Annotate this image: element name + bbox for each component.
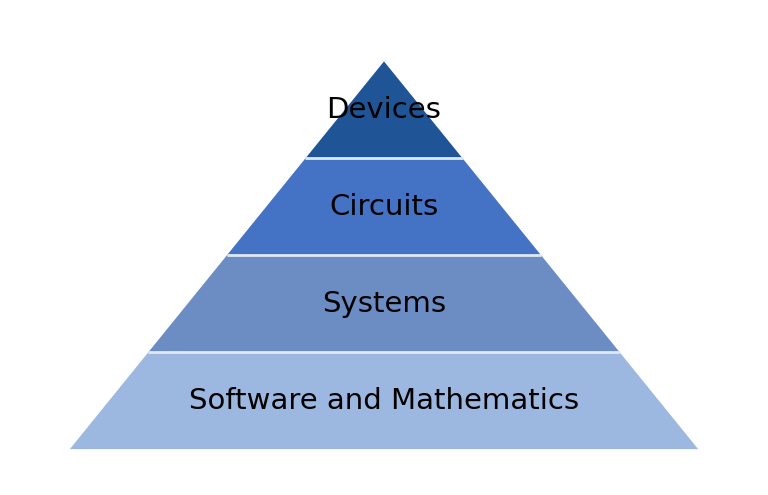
Text: Software and Mathematics: Software and Mathematics xyxy=(189,387,579,415)
Polygon shape xyxy=(227,158,541,255)
Text: Systems: Systems xyxy=(322,290,446,318)
Text: Devices: Devices xyxy=(326,96,442,124)
Polygon shape xyxy=(306,61,462,158)
Polygon shape xyxy=(70,352,698,449)
Text: Circuits: Circuits xyxy=(329,193,439,221)
Polygon shape xyxy=(148,255,620,352)
